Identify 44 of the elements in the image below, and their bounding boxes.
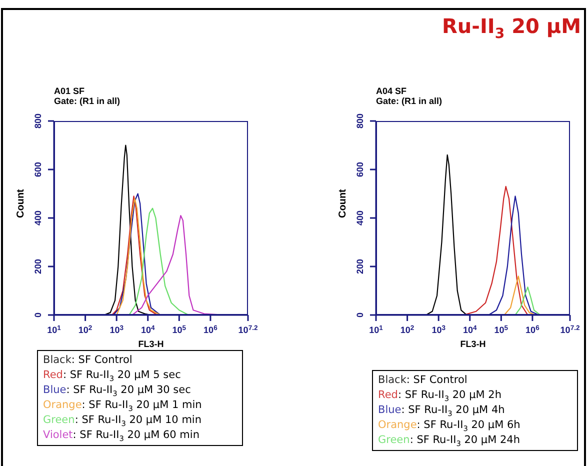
x-tick-label: 10$^{5}$ [172, 324, 186, 335]
x-tick-label: 10$^{2}$ [400, 324, 414, 335]
chart-title: A04 SF [376, 86, 407, 96]
y-tick-label: 200 [355, 258, 365, 274]
y-tick-label: 400 [355, 210, 365, 226]
x-tick-label: 10$^{6}$ [204, 324, 218, 335]
y-tick-label: 400 [33, 210, 43, 226]
text: Red: SF Ru-II$_{3}$ 20 µM 2h [378, 389, 502, 404]
y-tick-label: 800 [355, 113, 365, 129]
x-tick-label: 10$^{7.2}$ [560, 324, 580, 335]
text: Orange: SF Ru-II$_{3}$ 20 µM 1 min [43, 399, 202, 414]
text: Blue: SF Ru-II$_{3}$ 20 µM 30 sec [43, 384, 191, 398]
x-tick-label: 10$^{4}$ [462, 324, 477, 335]
y-tick-label: 800 [33, 113, 43, 129]
text: Ru-II$_{3}$ 20 µM [442, 14, 581, 42]
text: Red: SF Ru-II$_{3}$ 20 µM 5 sec [43, 369, 181, 384]
text: Green: SF Ru-II$_{3}$ 20 µM 24h [378, 434, 520, 448]
text: Green: SF Ru-II$_{3}$ 20 µM 10 min [43, 414, 202, 428]
x-tick-label: 10$^{7.2}$ [238, 324, 258, 335]
text: Black: SF Control [378, 374, 468, 386]
y-axis-title: Count [338, 188, 349, 218]
text: Orange: SF Ru-II$_{3}$ 20 µM 6h [378, 419, 520, 434]
x-axis-title: FL3-H [138, 339, 164, 349]
chart-title: A01 SF [54, 86, 85, 96]
text: Blue: SF Ru-II$_{3}$ 20 µM 4h [378, 404, 505, 418]
x-tick-label: 10$^{1}$ [47, 324, 62, 335]
x-tick-label: 10$^{6}$ [526, 324, 540, 335]
x-tick-label: 10$^{5}$ [494, 324, 508, 335]
y-tick-label: 600 [33, 162, 43, 178]
text: Violet: SF Ru-II$_{3}$ 20 µM 60 min [43, 429, 200, 444]
x-tick-label: 10$^{3}$ [110, 324, 124, 335]
chart-subtitle: Gate: (R1 in all) [376, 96, 442, 106]
x-axis-title: FL3-H [460, 339, 486, 349]
y-tick-label: 0 [355, 312, 365, 318]
x-tick-label: 10$^{3}$ [432, 324, 446, 335]
x-tick-label: 10$^{4}$ [140, 324, 155, 335]
y-axis-title: Count [16, 188, 27, 218]
x-tick-label: 10$^{1}$ [369, 324, 384, 335]
text: Black: SF Control [43, 354, 132, 366]
y-tick-label: 200 [33, 258, 43, 274]
chart-subtitle: Gate: (R1 in all) [54, 96, 120, 106]
y-tick-label: 600 [355, 162, 365, 178]
y-tick-label: 0 [33, 312, 43, 318]
x-tick-label: 10$^{2}$ [78, 324, 92, 335]
